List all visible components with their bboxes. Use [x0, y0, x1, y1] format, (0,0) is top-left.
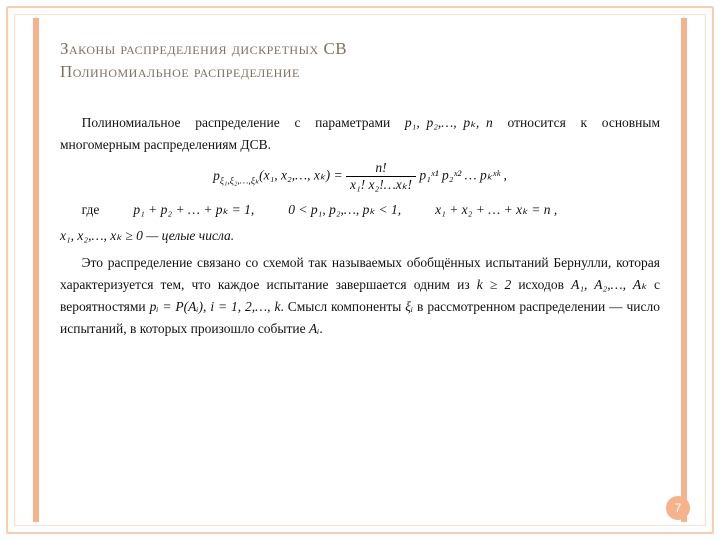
cond-2: 0 < p₁, p₂,…, pₖ < 1,: [288, 199, 401, 221]
accent-bar-left: [33, 18, 39, 522]
page-number-badge: 7: [666, 496, 690, 520]
p2-e: . Смысл компоненты: [280, 299, 405, 314]
p2-m2: A₁, A₂,…, Aₖ: [571, 277, 647, 292]
p2-b: исходов: [511, 277, 571, 292]
cond-4: x₁, x₂,…, xₖ ≥ 0 — целые числа.: [60, 228, 234, 243]
formula-lhs: pξ₁,ξ₂,…,ξₖ: [213, 168, 259, 183]
formula-sub: ξ₁,ξ₂,…,ξₖ: [220, 176, 259, 187]
conditions-row: где p₁ + p₂ + … + pₖ = 1, 0 < p₁, p₂,…, …: [82, 199, 660, 221]
p2-m3: pᵢ = P(Aᵢ): [150, 299, 203, 314]
title-line-1: Законы распределения дискретных СВ: [60, 39, 347, 58]
fraction-den: x₁! x₂!…xₖ!: [346, 177, 416, 193]
paragraph-2: Это распределение связано со схемой так …: [60, 252, 660, 341]
formula-p: p: [213, 168, 220, 183]
cond-label: где: [82, 199, 100, 221]
body: Полиномиальное распределение с параметра…: [60, 112, 660, 341]
p2-g: .: [319, 321, 322, 336]
formula-fraction: n!x₁! x₂!…xₖ!: [346, 160, 416, 193]
cond-3: x₁ + x₂ + … + xₖ = n ,: [435, 199, 557, 221]
p2-m6: Aᵢ: [309, 321, 319, 336]
p2-m1: k ≥ 2: [477, 277, 511, 292]
p1-params: p₁, p₂,…, pₖ, n: [405, 115, 493, 130]
conditions-row-2: x₁, x₂,…, xₖ ≥ 0 — целые числа.: [60, 225, 660, 247]
slide-content: Законы распределения дискретных СВ Полин…: [60, 30, 660, 510]
page-number: 7: [675, 501, 682, 515]
main-formula: pξ₁,ξ₂,…,ξₖ(x₁, x₂,…, xₖ) = n!x₁! x₂!…xₖ…: [60, 160, 660, 193]
accent-bar-right: [681, 18, 687, 522]
paragraph-1: Полиномиальное распределение с параметра…: [60, 112, 660, 157]
formula-rhs: p₁ˣ¹ p₂ˣ² … pₖˣᵏ ,: [416, 168, 507, 183]
p2-m5: ξᵢ: [405, 299, 413, 314]
slide-title: Законы распределения дискретных СВ Полин…: [60, 38, 660, 84]
fraction-num: n!: [346, 160, 416, 177]
cond-1: p₁ + p₂ + … + pₖ = 1,: [133, 199, 254, 221]
p1-text-a: Полиномиальное распределение с параметра…: [82, 115, 405, 130]
title-line-2: Полиномиальное распределение: [60, 62, 300, 81]
formula-args: (x₁, x₂,…, xₖ) =: [259, 168, 346, 183]
p2-m4: i = 1, 2,…, k: [210, 299, 280, 314]
